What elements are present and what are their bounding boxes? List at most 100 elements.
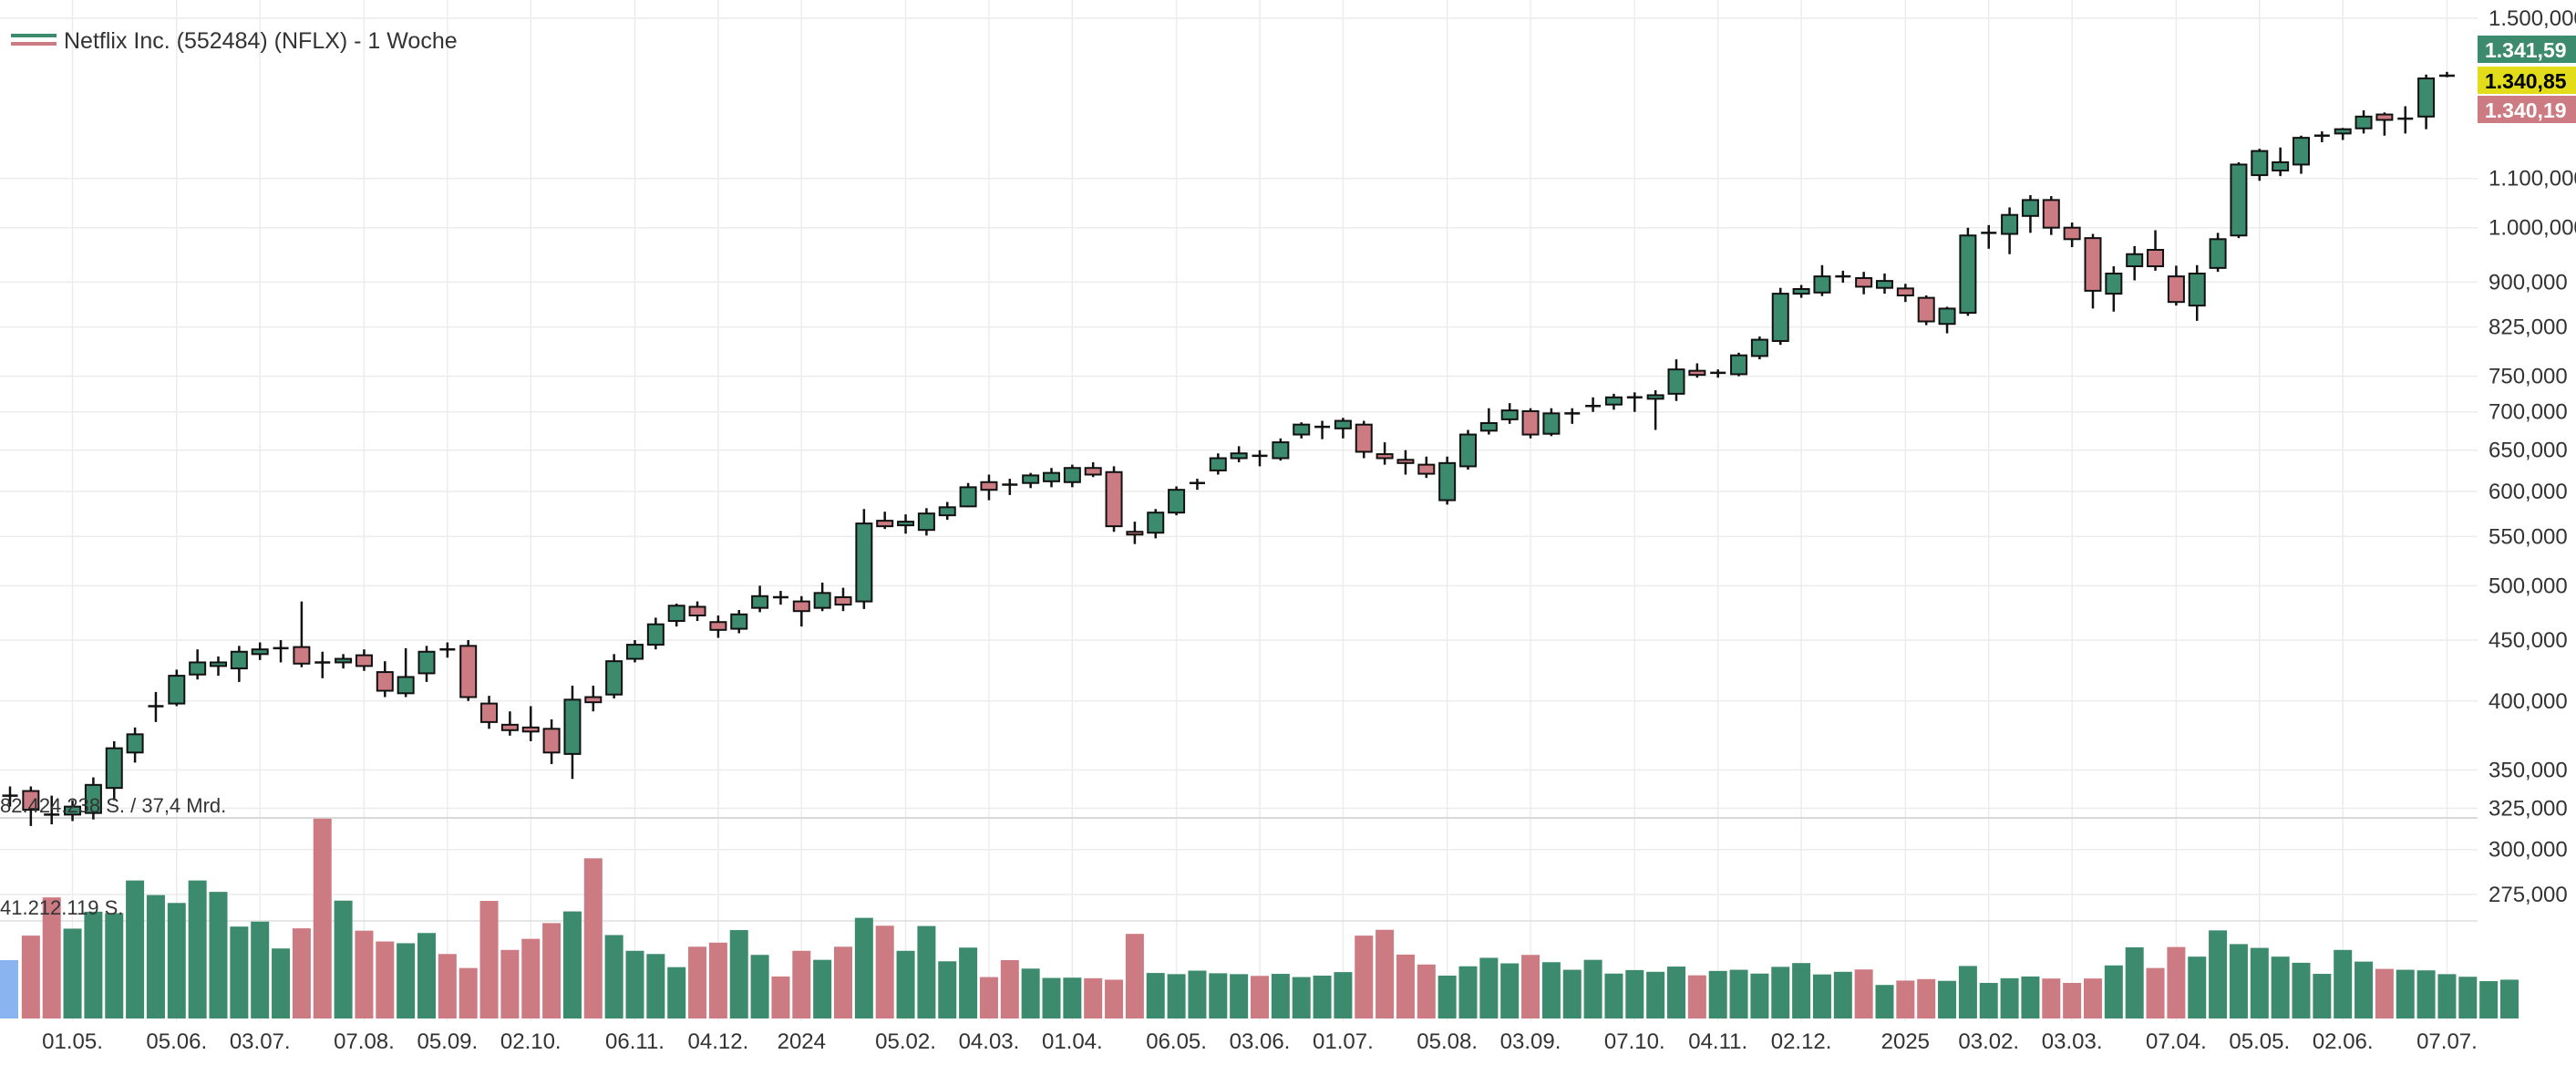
volume-bar bbox=[2271, 956, 2290, 1018]
candle-up bbox=[1667, 368, 1685, 395]
candle-up bbox=[168, 675, 186, 705]
volume-bar bbox=[1500, 963, 1520, 1018]
x-tick-label: 03.07. bbox=[230, 1029, 291, 1054]
volume-bar bbox=[1125, 934, 1144, 1018]
volume-bar bbox=[21, 936, 40, 1018]
volume-bar bbox=[917, 925, 936, 1018]
volume-bar bbox=[959, 947, 978, 1018]
volume-bar bbox=[2437, 974, 2457, 1018]
volume-bar bbox=[1854, 969, 1873, 1018]
volume-bar bbox=[2209, 930, 2228, 1018]
volume-bar bbox=[500, 949, 520, 1018]
y-tick-label: 1.000,000 bbox=[2488, 216, 2576, 241]
candle-up bbox=[563, 698, 582, 755]
candle-up bbox=[1604, 396, 1623, 406]
candle-up bbox=[2272, 160, 2290, 172]
x-tick-label: 03.06. bbox=[1230, 1029, 1291, 1054]
candle-down bbox=[2084, 237, 2102, 292]
y-tick-label: 1.100,000 bbox=[2488, 167, 2576, 191]
x-tick-label: 07.07. bbox=[2416, 1029, 2478, 1054]
volume-bar bbox=[1667, 967, 1685, 1018]
candle-up bbox=[105, 747, 123, 790]
candle-up bbox=[959, 486, 977, 508]
volume-bar bbox=[1583, 959, 1602, 1018]
volume-bar bbox=[1521, 955, 1540, 1018]
volume-bar bbox=[63, 928, 82, 1018]
y-tick-label: 450,000 bbox=[2488, 628, 2568, 653]
volume-bar bbox=[1646, 971, 1665, 1018]
volume-bar bbox=[167, 903, 186, 1018]
volume-bar bbox=[230, 926, 249, 1018]
candle-up bbox=[251, 648, 269, 656]
volume-bar bbox=[42, 897, 61, 1018]
volume-bar-current bbox=[0, 960, 18, 1018]
candle-down bbox=[521, 726, 540, 733]
candle-down bbox=[876, 520, 894, 528]
x-tick-label: 05.02. bbox=[875, 1029, 936, 1054]
candle-up bbox=[1043, 471, 1060, 482]
candle-up bbox=[1542, 412, 1561, 435]
candle-up bbox=[230, 650, 248, 670]
candle-down bbox=[2167, 275, 2185, 304]
x-tick-label: 02.10. bbox=[500, 1029, 562, 1054]
volume-bar bbox=[334, 900, 353, 1018]
candle-down bbox=[792, 600, 810, 613]
x-tick-label: 07.08. bbox=[334, 1029, 395, 1054]
mid-price-value: 1.340,85 bbox=[2485, 69, 2567, 93]
volume-bar bbox=[750, 955, 769, 1018]
volume-bar bbox=[834, 946, 852, 1018]
volume-bar bbox=[2042, 978, 2061, 1018]
volume-bars bbox=[0, 818, 2519, 1018]
volume-bar bbox=[479, 901, 499, 1018]
volume-bar bbox=[562, 911, 582, 1018]
candle-down bbox=[500, 723, 519, 731]
volume-bar bbox=[1833, 971, 1852, 1018]
volume-info-line1: 82.424.238 S. / 37,4 Mrd. bbox=[0, 794, 226, 817]
x-tick-label: 2025 bbox=[1881, 1029, 1930, 1054]
x-tick-label: 04.03. bbox=[959, 1029, 1020, 1054]
x-tick-label: 05.06. bbox=[146, 1029, 207, 1054]
volume-bar bbox=[2500, 979, 2519, 1018]
y-tick-label: 550,000 bbox=[2488, 524, 2568, 549]
candle-down bbox=[376, 671, 394, 692]
volume-bar bbox=[1376, 929, 1395, 1018]
volume-bar bbox=[1729, 969, 1748, 1018]
candle-down bbox=[542, 728, 561, 754]
volume-bar bbox=[1875, 985, 1894, 1018]
volume-bar bbox=[688, 946, 707, 1018]
volume-bar bbox=[1021, 968, 1040, 1018]
volume-bar bbox=[1458, 966, 1478, 1018]
candle-up bbox=[1168, 489, 1186, 514]
volume-bar bbox=[1604, 973, 1623, 1018]
candle-up bbox=[417, 650, 436, 675]
candle-up bbox=[210, 661, 227, 667]
grid-lines bbox=[0, 0, 2478, 1021]
volume-bar bbox=[2250, 947, 2269, 1018]
date-axis: 01.05. 05.06. 03.07. 07.08. 05.09. 02.10. 06.1… bbox=[42, 1029, 2478, 1054]
x-tick-label: 07.10. bbox=[1604, 1029, 1665, 1054]
candle-up bbox=[1876, 280, 1893, 289]
volume-bar bbox=[1167, 974, 1186, 1018]
candle-up bbox=[1022, 474, 1040, 484]
volume-bar bbox=[1979, 982, 1998, 1018]
volume-bar bbox=[1334, 972, 1353, 1018]
candle-down bbox=[355, 654, 373, 667]
volume-bar bbox=[146, 894, 165, 1018]
candle-down bbox=[1355, 423, 1373, 453]
candle-down bbox=[2042, 199, 2060, 229]
volume-bar bbox=[438, 954, 457, 1018]
volume-bar bbox=[1042, 977, 1061, 1018]
candle-up bbox=[2001, 213, 2019, 235]
candle-up bbox=[855, 522, 873, 603]
volume-bar bbox=[729, 930, 748, 1018]
last-price-tag bbox=[2478, 36, 2576, 63]
volume-bar bbox=[2188, 956, 2207, 1018]
candle-up bbox=[1771, 293, 1789, 342]
volume-bar bbox=[2229, 944, 2248, 1018]
x-tick-label: 05.05. bbox=[2229, 1029, 2290, 1054]
candle-up bbox=[2417, 78, 2436, 118]
candle-up bbox=[1479, 422, 1498, 432]
volume-bar bbox=[1708, 970, 1727, 1018]
candle-up bbox=[397, 676, 415, 695]
